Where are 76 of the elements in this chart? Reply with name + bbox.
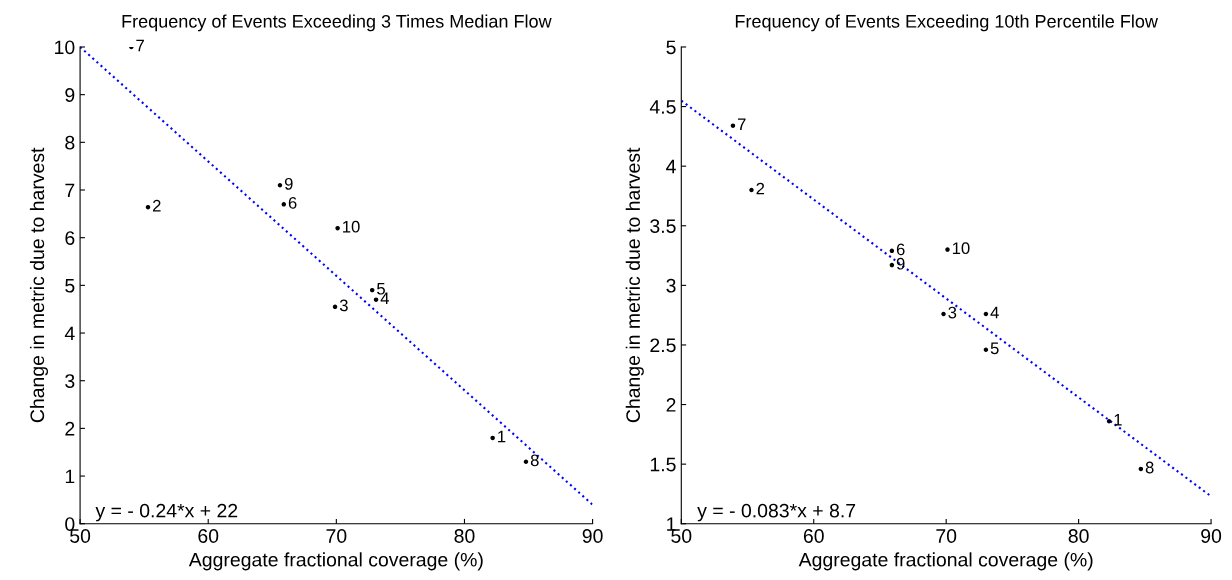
point [369,287,375,293]
y-tick-label: 2.5 [650,338,676,353]
annotation: 1 [1114,414,1122,426]
y-axis-title: Change in metric due to harvest [29,147,49,423]
annotation: 4 [990,306,999,319]
point [373,297,379,302]
annotation: 7 [136,39,144,52]
x-tick-label: 80 [1068,529,1089,543]
x-tick-label: 70 [326,529,347,543]
y-tick-label: 6 [65,231,75,245]
point [332,304,338,310]
x-axis-title: Aggregate fractional coverage (%) [798,552,1093,571]
y-tick-label: 1.5 [650,457,676,472]
annotation: 9 [284,177,293,190]
x-axis-title: Aggregate fractional coverage (%) [188,552,483,571]
x-tick-label: 90 [1201,529,1222,543]
x-tick-label: 80 [454,529,475,543]
y-tick-label: 5 [65,279,75,293]
point [945,247,950,252]
annotation: 8 [1145,461,1154,474]
y-tick-label: 4 [64,326,75,341]
annotation: 2 [152,199,161,212]
point [1138,466,1144,472]
annotation: 10 [952,242,970,255]
point [145,204,151,210]
y-tick-label: 4.5 [649,100,676,114]
point [1106,418,1112,424]
point [523,459,529,465]
y-tick-label: 1 [667,517,676,531]
y-tick-label: 0 [65,517,75,531]
y-tick-label: 3.5 [650,219,676,233]
y-tick-label: 9 [65,88,75,102]
x-tick-label: 60 [198,529,219,543]
annotation: 2 [756,182,765,195]
y-axis-title: Change in metric due to harvest [625,147,644,423]
annotation: 3 [339,299,348,312]
annotation: y = - 0.24*x + 22 [95,503,238,522]
x-tick-label: 50 [671,529,692,543]
point [889,248,895,254]
annotation: 9 [896,257,905,270]
annotation: y = - 0.083*x + 8.7 [697,503,856,522]
y-tick-label: 2 [666,398,676,412]
y-tick-label: 10 [55,40,75,55]
chart-title: Frequency of Events Exceeding 10th Percentile Flow [735,14,1158,32]
annotation: 8 [530,454,539,467]
y-tick-label: 7 [65,183,75,198]
y-tick-label: 3 [666,278,676,293]
annotation: 1 [498,430,506,443]
y-tick-label: 1 [65,469,75,484]
point [730,123,736,128]
annotation: 7 [737,118,746,130]
point [129,46,134,50]
annotation: 3 [948,306,957,319]
x-tick-label: 60 [803,529,824,543]
y-tick-label: 2 [65,421,75,436]
point [983,347,989,352]
point [281,202,287,207]
point [277,182,283,188]
x-tick-label: 50 [70,529,91,543]
y-tick-label: 4 [666,159,676,174]
annotation: 5 [990,342,999,355]
chart-title: Frequency of Events Exceeding 3 Times Median Flow [122,14,552,32]
annotation: 6 [288,196,297,209]
x-tick-label: 70 [936,529,957,543]
annotation: 6 [896,243,905,256]
y-tick-label: 8 [65,135,75,150]
point [889,262,895,268]
point [490,435,495,441]
y-tick-label: 3 [65,374,75,388]
annotation: 10 [343,220,360,233]
point [941,311,946,317]
point [983,311,989,317]
point [749,187,754,193]
x-tick-label: 90 [582,529,603,543]
y-tick-label: 5 [666,40,676,55]
point [335,225,340,231]
